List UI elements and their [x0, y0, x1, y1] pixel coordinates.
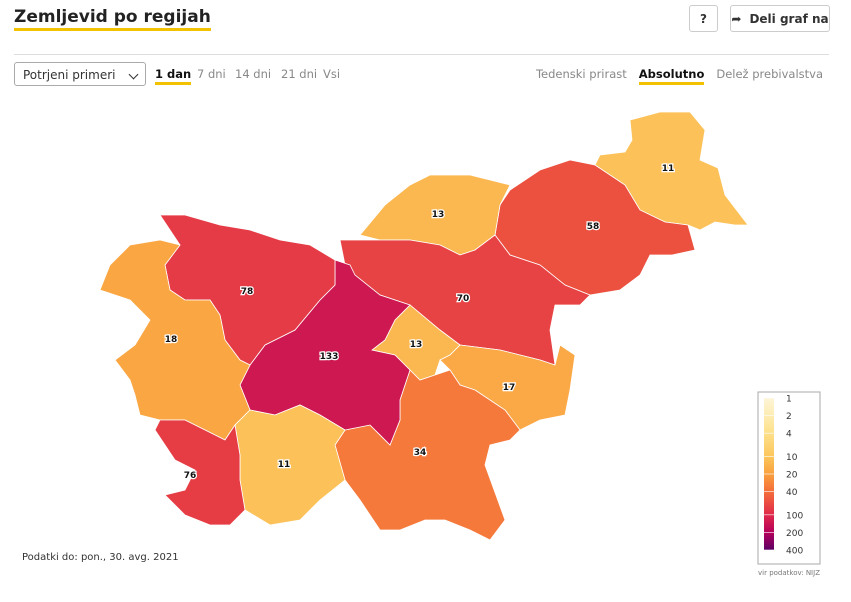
divider	[14, 54, 829, 55]
region-value: 70	[457, 294, 470, 304]
region-value: 13	[432, 210, 445, 220]
region-value: 58	[587, 222, 600, 232]
share-icon: ➦	[731, 11, 742, 26]
mode-tabs: Tedenski prirast Absolutno Delež prebivals…	[536, 67, 823, 85]
share-label: Deli graf na	[749, 11, 829, 26]
mode-tab[interactable]: Absolutno	[638, 67, 705, 85]
legend-label: 400	[786, 547, 803, 557]
title: Zemljevid po regijah	[14, 6, 211, 31]
period-tab[interactable]: 1 dan	[155, 67, 192, 85]
data-date: Podatki do: pon., 30. avg. 2021	[22, 552, 179, 563]
region-value: 34	[414, 448, 427, 458]
period-tab[interactable]: Vsi	[323, 67, 341, 81]
region	[439, 344, 576, 431]
source: vir podatkov: NIJZ	[758, 569, 820, 577]
region-value: 11	[662, 164, 675, 174]
region	[154, 419, 246, 526]
legend-label: 20	[786, 471, 798, 481]
period-tab[interactable]: 14 dni	[235, 67, 272, 81]
region	[594, 111, 749, 231]
region-value: 133	[320, 352, 339, 362]
help-button[interactable]: ?	[689, 5, 718, 32]
region-value: 13	[410, 340, 423, 350]
mode-tab[interactable]: Delež prebivalstva	[716, 67, 823, 81]
legend-label: 200	[786, 529, 803, 539]
region-value: 18	[165, 335, 178, 345]
legend-label: 10	[786, 453, 798, 463]
legend-label: 4	[786, 430, 792, 440]
share-button[interactable]: ➦ Deli graf na	[730, 5, 830, 32]
region-value: 76	[184, 471, 197, 481]
region-value: 78	[241, 287, 254, 297]
legend-label: 1	[786, 395, 792, 405]
dropdown[interactable]: Potrjeni primeri	[14, 62, 146, 86]
legend-label: 100	[786, 511, 803, 521]
legend-label: 2	[786, 412, 792, 422]
region-value: 11	[278, 460, 291, 470]
period-tab[interactable]: 21 dni	[281, 67, 318, 81]
period-tab[interactable]: 7 dni	[197, 67, 226, 81]
region-value: 17	[503, 383, 516, 393]
mode-tab[interactable]: Tedenski prirast	[535, 67, 627, 81]
legend-label: 40	[786, 488, 798, 498]
